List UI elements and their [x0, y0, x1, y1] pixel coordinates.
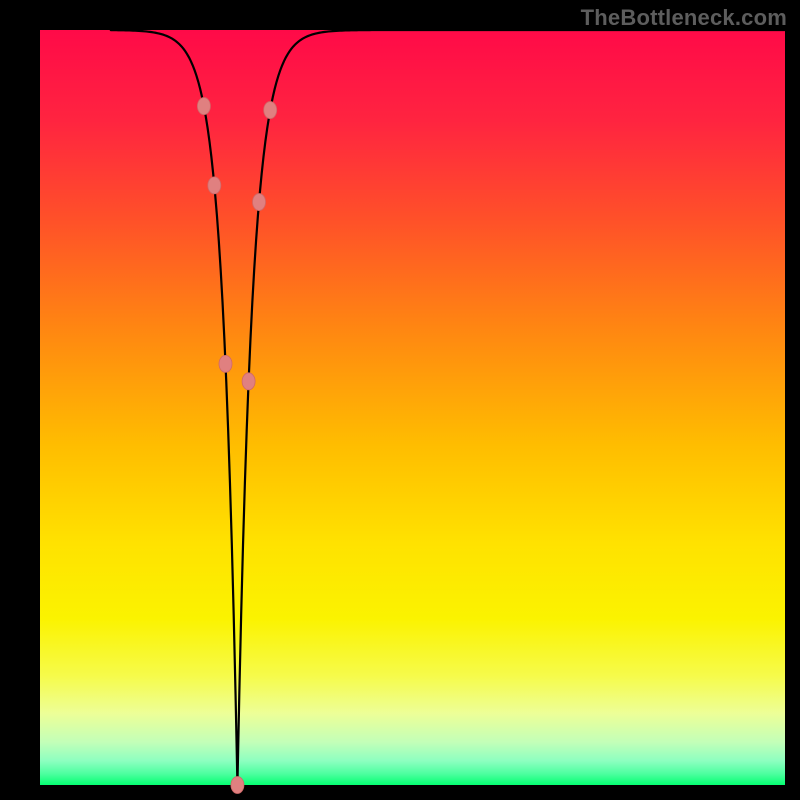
curve-marker [242, 373, 255, 390]
curve-marker [219, 355, 232, 372]
watermark-text: TheBottleneck.com [581, 5, 787, 31]
curve-marker [197, 98, 210, 115]
curve-layer [0, 0, 800, 800]
curve-marker [208, 177, 221, 194]
curve-marker [231, 777, 244, 794]
curve-marker [264, 102, 277, 119]
curve-marker [253, 194, 266, 211]
bottleneck-curve [111, 30, 785, 785]
